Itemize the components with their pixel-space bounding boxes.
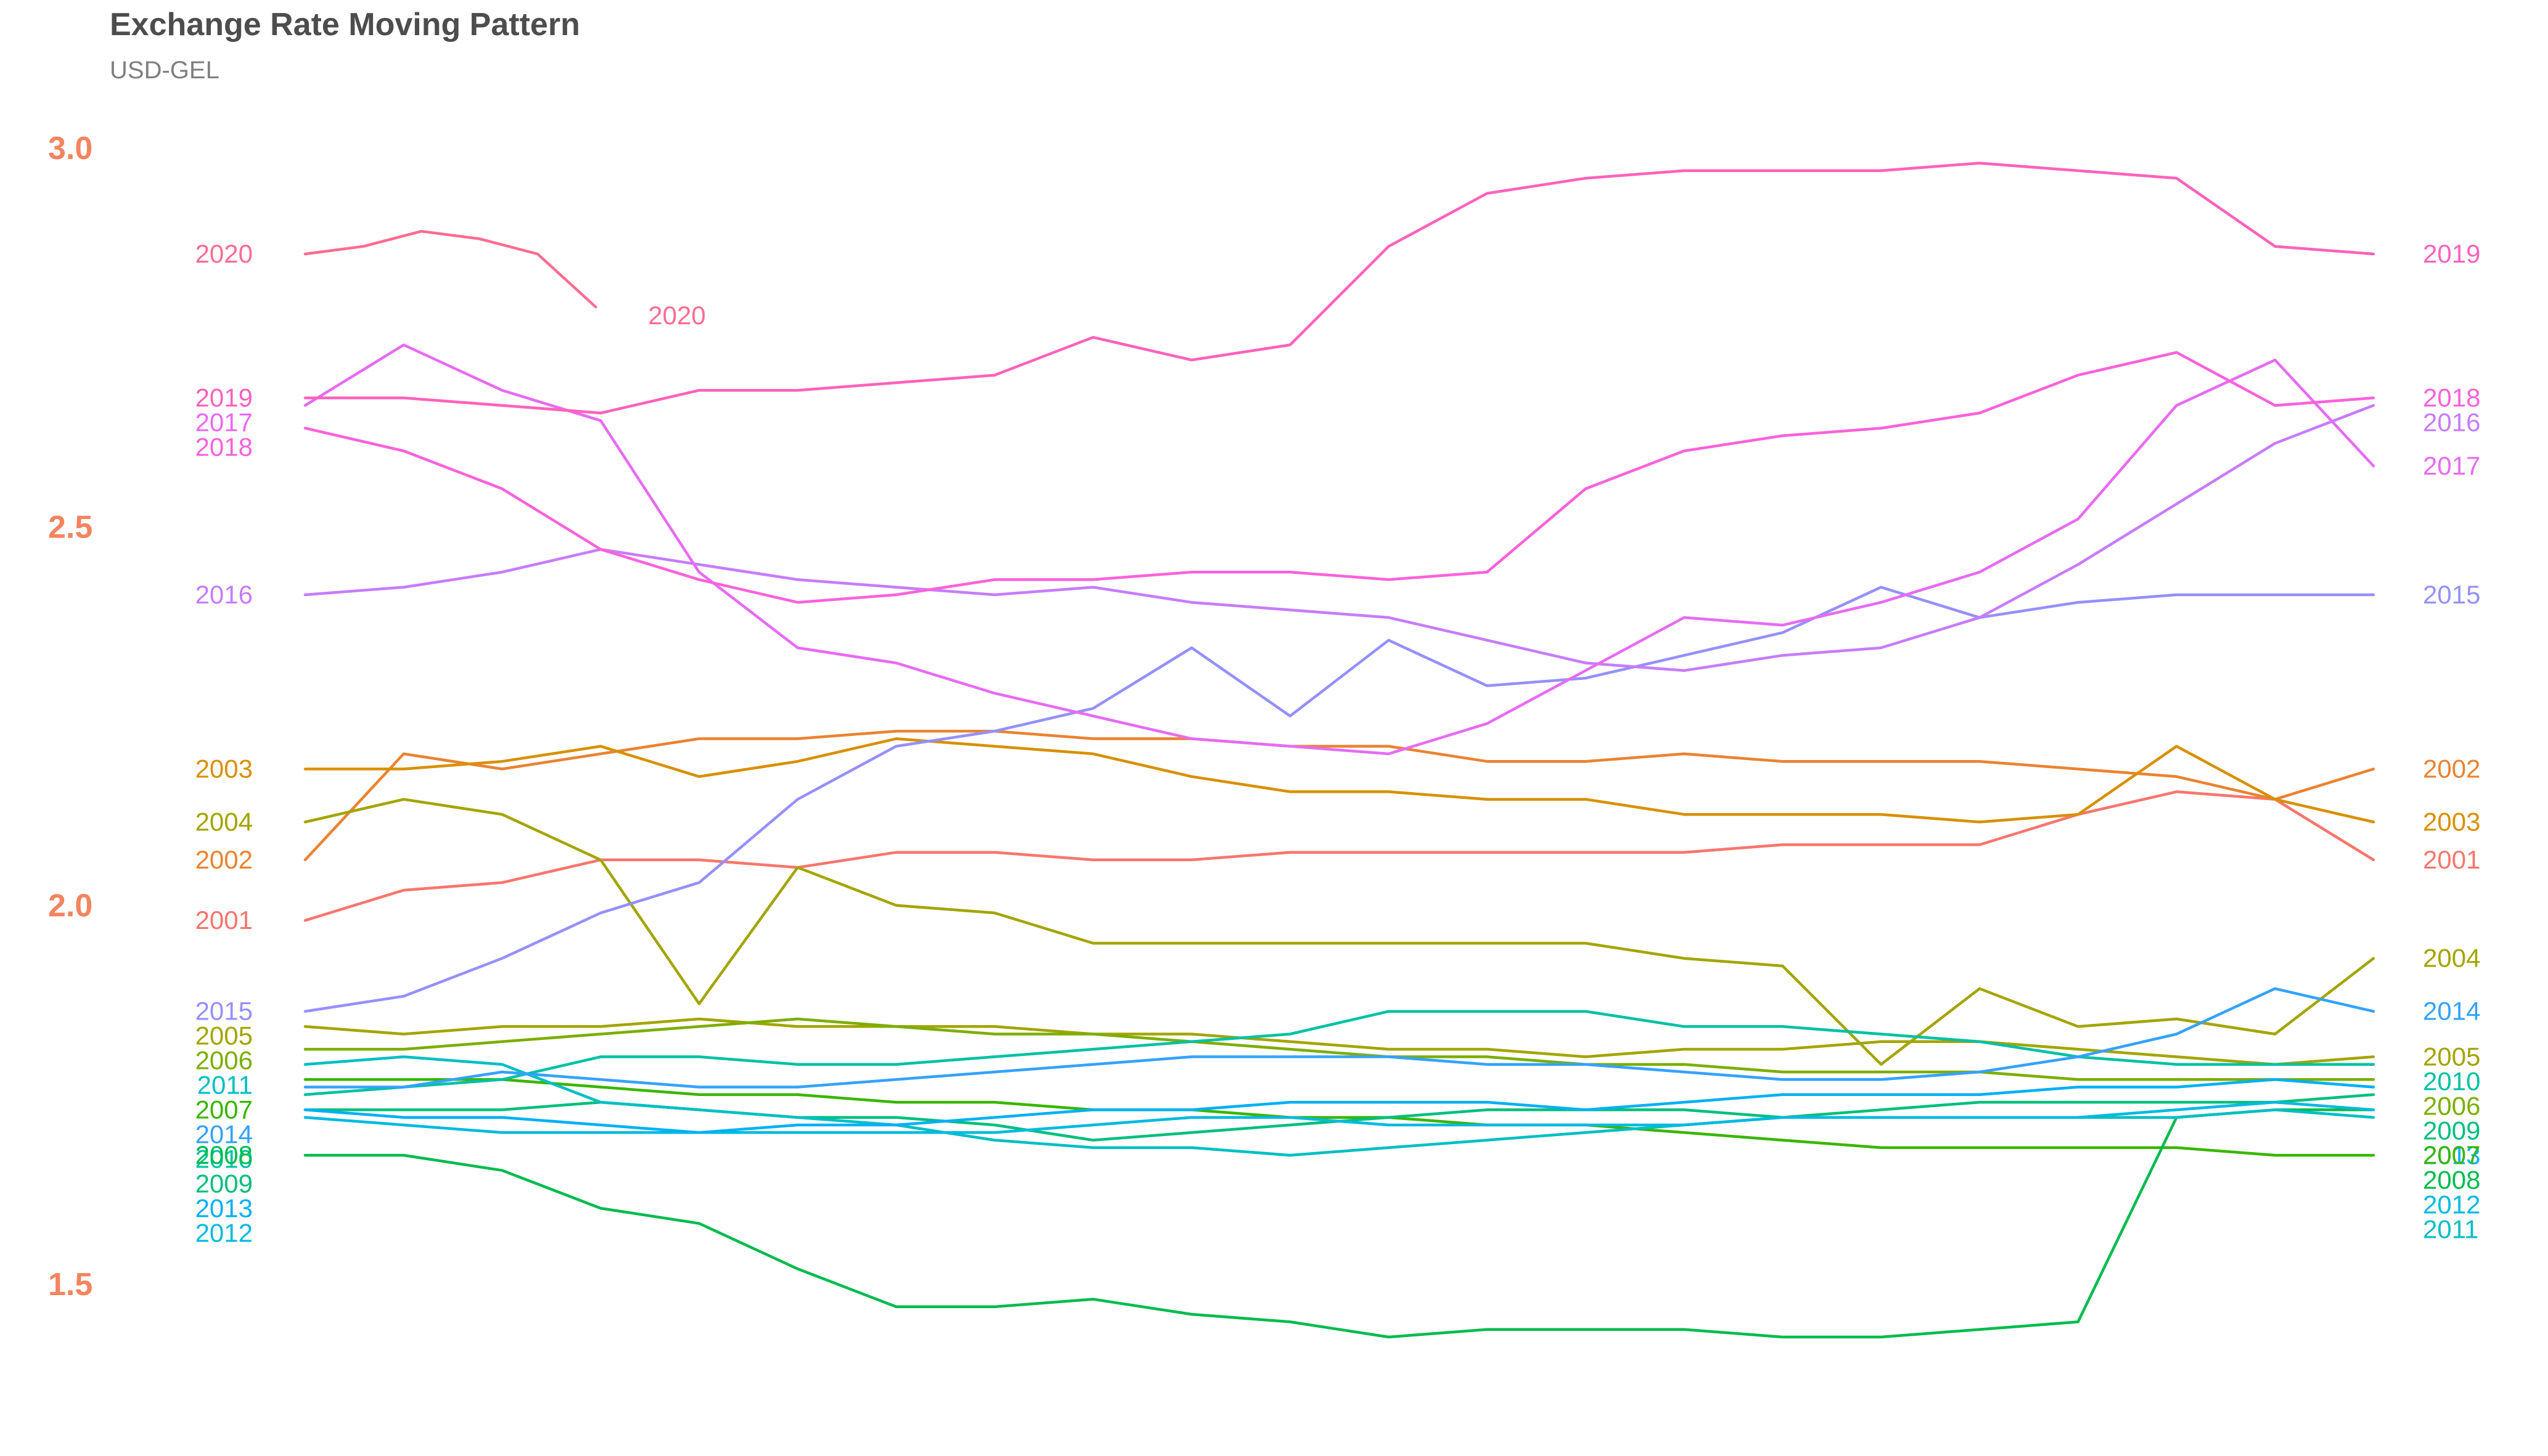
start-label-2010: 2010: [195, 1145, 253, 1174]
series-lines: [303, 162, 2375, 1339]
y-tick-label: 3.0: [48, 131, 92, 166]
end-label-2004: 2004: [2423, 944, 2480, 973]
series-line-2002: [303, 729, 2375, 862]
series-line-2012: [303, 1100, 2375, 1134]
end-label-2009: 2009: [2423, 1116, 2480, 1145]
end-label-2005: 2005: [2423, 1042, 2480, 1071]
y-tick-label: 2.5: [48, 509, 92, 545]
y-axis: 1.5 2.0 2.5 3.0: [48, 131, 92, 1303]
series-line-2019: [303, 162, 2375, 415]
start-label-2019: 2019: [195, 383, 253, 412]
series-line-2008: [303, 1108, 2375, 1339]
start-label-2004: 2004: [195, 808, 253, 836]
start-label-2002: 2002: [195, 845, 253, 874]
series-line-2001: [303, 790, 2375, 922]
start-label-2020: 2020: [195, 239, 253, 268]
y-tick-label: 1.5: [48, 1267, 92, 1303]
end-label-2019: 2019: [2423, 239, 2480, 268]
start-label-2005: 2005: [195, 1021, 253, 1050]
start-label-2013: 2013: [195, 1194, 253, 1223]
start-label-2018: 2018: [195, 432, 253, 461]
start-label-2007: 2007: [195, 1095, 253, 1124]
series-line-2011: [303, 1055, 2375, 1157]
series-line-2007: [303, 1078, 2375, 1157]
series-line-2018: [303, 351, 2375, 604]
series-line-2010: [303, 1010, 2375, 1097]
start-label-2015: 2015: [195, 997, 253, 1026]
end-label-2001: 2001: [2423, 845, 2480, 874]
end-label-2007: 2007: [2423, 1140, 2480, 1169]
start-label-2003: 2003: [195, 755, 253, 783]
end-label-2018: 2018: [2423, 383, 2480, 412]
y-tick-label: 2.0: [48, 888, 92, 924]
end-label-2008: 2008: [2423, 1165, 2480, 1194]
start-label-2012: 2012: [195, 1219, 253, 1248]
chart-subtitle: USD-GEL: [110, 57, 219, 84]
end-label-2013: 2013: [2423, 1140, 2480, 1169]
end-label-2020: 2020: [648, 301, 705, 330]
series-line-2005: [303, 1017, 2375, 1066]
series-line-2006: [303, 1017, 2375, 1081]
series-line-2014: [303, 987, 2375, 1089]
series-line-2017: [303, 343, 2375, 756]
end-label-2010: 2010: [2423, 1066, 2480, 1095]
series-line-2003: [303, 737, 2375, 824]
end-label-2011: 2011: [2423, 1214, 2478, 1243]
end-label-2003: 2003: [2423, 808, 2480, 836]
end-label-2017: 2017: [2423, 451, 2480, 480]
end-label-2006: 2006: [2423, 1091, 2480, 1120]
series-line-2015: [303, 586, 2375, 1013]
end-label-2016: 2016: [2423, 407, 2480, 436]
end-label-2014: 2014: [2423, 997, 2480, 1026]
end-label-2012: 2012: [2423, 1190, 2480, 1219]
end-label-2015: 2015: [2423, 580, 2480, 609]
series-line-2016: [303, 404, 2375, 673]
start-label-2006: 2006: [195, 1046, 253, 1075]
series-line-2004: [303, 798, 2375, 1066]
series-line-2013: [303, 1078, 2375, 1134]
start-label-2011: 2011: [197, 1071, 253, 1100]
start-label-2016: 2016: [195, 580, 253, 609]
series-line-2020: [303, 229, 597, 309]
start-label-2008: 2008: [195, 1140, 253, 1169]
start-label-2014: 2014: [195, 1120, 253, 1149]
end-label-2002: 2002: [2423, 755, 2480, 783]
chart-title: Exchange Rate Moving Pattern: [110, 7, 580, 43]
start-label-2009: 2009: [195, 1169, 253, 1198]
start-label-2001: 2001: [195, 906, 253, 935]
start-label-2017: 2017: [195, 407, 253, 436]
